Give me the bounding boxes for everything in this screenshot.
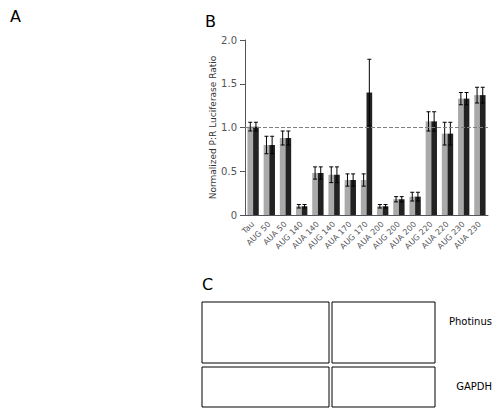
svg-text:Normalized P:R Luciferase Rati: Normalized P:R Luciferase Ratio bbox=[208, 55, 218, 199]
svg-text:AUA 140: AUA 140 bbox=[290, 219, 322, 251]
svg-text:Photinus: Photinus bbox=[449, 316, 492, 327]
svg-text:AUA 200: AUA 200 bbox=[387, 219, 419, 251]
svg-text:Tau: Tau bbox=[240, 219, 257, 236]
svg-text:AUG 140: AUG 140 bbox=[273, 219, 305, 252]
svg-text:AUA 200: AUA 200 bbox=[355, 219, 386, 251]
svg-text:GAPDH: GAPDH bbox=[456, 381, 492, 392]
svg-text:AUG 220: AUG 220 bbox=[403, 219, 435, 252]
svg-text:AUG 170: AUG 170 bbox=[338, 219, 370, 252]
svg-text:AUG 140: AUG 140 bbox=[306, 219, 338, 252]
svg-text:2.0: 2.0 bbox=[221, 35, 237, 46]
svg-text:AUG 50: AUG 50 bbox=[244, 219, 273, 248]
svg-text:AUA 230: AUA 230 bbox=[452, 220, 483, 251]
svg-text:AUG 230: AUG 230 bbox=[435, 219, 467, 252]
svg-text:1.5: 1.5 bbox=[221, 78, 237, 89]
svg-text:B: B bbox=[205, 12, 216, 31]
svg-text:AUA 170: AUA 170 bbox=[322, 219, 354, 251]
svg-text:AUA 50: AUA 50 bbox=[261, 219, 289, 247]
svg-text:0.5: 0.5 bbox=[221, 166, 237, 177]
svg-text:AUA 220: AUA 220 bbox=[419, 219, 451, 251]
svg-text:0: 0 bbox=[231, 210, 237, 221]
svg-text:AUG 200: AUG 200 bbox=[370, 219, 403, 252]
svg-text:A: A bbox=[10, 7, 21, 26]
svg-text:1.0: 1.0 bbox=[221, 122, 237, 133]
svg-text:C: C bbox=[202, 275, 213, 294]
